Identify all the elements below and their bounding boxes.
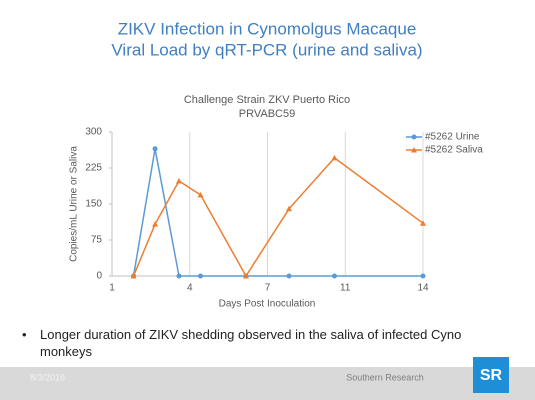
- slide-title: ZIKV Infection in Cynomolgus Macaque: [118, 19, 417, 38]
- legend-marker: [411, 147, 417, 153]
- point: [286, 273, 292, 279]
- chart-subtitle: PRVABC59: [239, 108, 295, 120]
- footer-bar: [0, 367, 535, 400]
- legend-marker: [411, 134, 417, 140]
- y-tick-label: 300: [85, 127, 102, 138]
- x-tick-label: 11: [340, 283, 351, 294]
- y-tick-label: 150: [85, 199, 102, 210]
- y-tick-label: 75: [91, 235, 103, 246]
- chart-title: Challenge Strain ZKV Puerto Rico: [184, 94, 350, 106]
- slide-title: Viral Load by qRT-PCR (urine and saliva): [111, 40, 422, 59]
- point: [331, 154, 338, 161]
- point: [197, 191, 204, 198]
- point: [242, 273, 249, 279]
- x-tick-label: 4: [187, 283, 193, 294]
- point: [420, 273, 426, 279]
- point: [176, 273, 182, 279]
- x-axis-label: Days Post Inoculation: [219, 299, 316, 310]
- legend-label: #5262 Saliva: [425, 145, 483, 156]
- point: [198, 273, 204, 279]
- bullet-dot: •: [22, 327, 27, 342]
- legend-label: #5262 Urine: [425, 132, 480, 143]
- point: [331, 273, 337, 279]
- x-tick-label: 7: [265, 283, 271, 294]
- point: [420, 220, 426, 226]
- point: [175, 177, 182, 184]
- footer-date: 8/3/2016: [30, 372, 65, 382]
- series-line: [132, 156, 424, 278]
- y-tick-label: 225: [85, 163, 102, 174]
- bullet: • Longer duration of ZIKV shedding observ…: [22, 326, 492, 360]
- series-line: [132, 148, 423, 277]
- footer-org: Southern Research: [346, 372, 424, 382]
- y-tick-label: 0: [96, 271, 102, 282]
- point: [152, 146, 158, 152]
- bullet-text: Longer duration of ZIKV shedding observe…: [40, 327, 462, 359]
- y-axis-label: Copies/mL Urine or Saliva: [69, 146, 80, 262]
- x-tick-label: 14: [417, 283, 429, 294]
- logo-text: SR: [480, 367, 503, 384]
- logo: [473, 357, 509, 393]
- point: [152, 221, 159, 227]
- x-tick-label: 1: [109, 283, 115, 294]
- point: [130, 273, 137, 279]
- point: [286, 205, 293, 212]
